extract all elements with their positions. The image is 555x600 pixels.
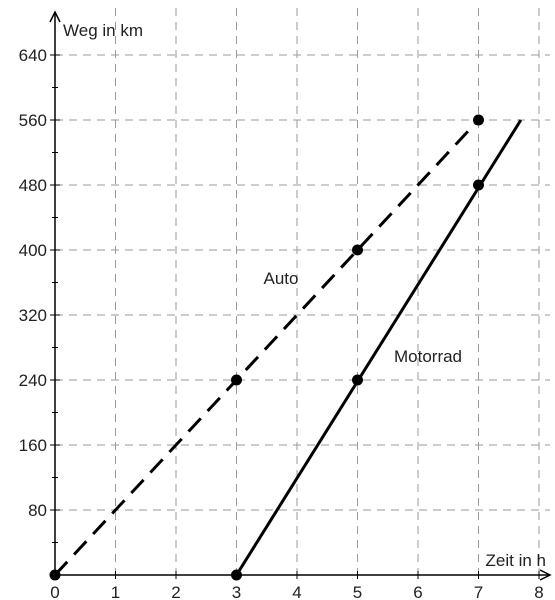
data-point-auto: [352, 244, 363, 256]
axes: [49, 10, 552, 581]
x-tick-label: 3: [232, 583, 241, 600]
x-tick-label: 2: [171, 583, 180, 600]
grid: [55, 8, 550, 575]
x-tick-label: 7: [474, 583, 483, 600]
data-point-motorrad: [473, 179, 484, 191]
data-point-motorrad: [231, 569, 242, 581]
series-label-motorrad: Motorrad: [394, 347, 462, 366]
y-tick-label: 560: [19, 111, 47, 130]
y-tick-label: 160: [19, 436, 47, 455]
y-tick-label: 320: [19, 306, 47, 325]
series-label-auto: Auto: [264, 269, 299, 288]
series-line-auto: [53, 118, 480, 577]
y-tick-label: 480: [19, 176, 47, 195]
series-lines: [53, 118, 523, 577]
x-tick-label: 1: [111, 583, 120, 600]
y-axis-label: Weg in km: [63, 21, 143, 40]
data-point-auto: [49, 569, 61, 581]
y-axis-arrow: [49, 10, 61, 23]
x-axis-arrow: [539, 569, 552, 581]
data-point-auto: [473, 114, 484, 126]
y-tick-label: 240: [19, 371, 47, 390]
x-tick-label: 0: [50, 583, 59, 600]
y-tick-label: 400: [19, 241, 47, 260]
x-tick-label: 5: [353, 583, 362, 600]
x-tick-label: 4: [292, 583, 301, 600]
x-tick-label: 6: [413, 583, 422, 600]
tick-labels: 0 1 2 3 4 5 6 7 8 80 160 240 320 400 480 560 640: [19, 46, 544, 600]
x-tick-label: 8: [534, 583, 543, 600]
y-tick-label: 80: [28, 501, 47, 520]
x-axis-label: Zeit in h: [486, 551, 546, 570]
data-points: [49, 114, 484, 581]
data-point-motorrad: [352, 374, 363, 386]
data-point-auto: [231, 374, 242, 386]
y-tick-label: 640: [19, 46, 47, 65]
series-line-motorrad: [235, 119, 523, 576]
